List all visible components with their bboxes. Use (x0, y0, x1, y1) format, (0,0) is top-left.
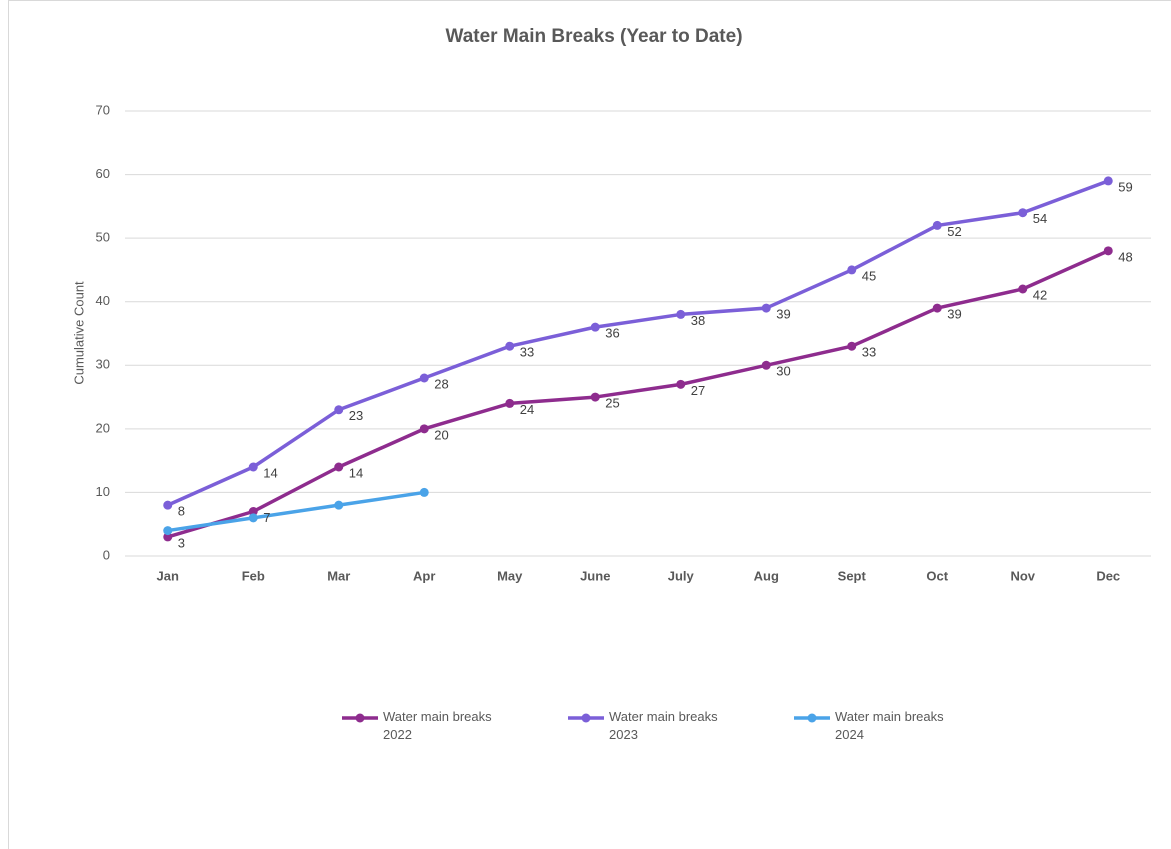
x-tick-label: May (497, 568, 523, 583)
point-marker (505, 398, 515, 408)
data-label: 24 (520, 402, 534, 417)
x-tick-label: Oct (926, 568, 948, 583)
y-tick-label: 20 (96, 420, 110, 435)
point-marker (163, 532, 173, 542)
legend-label: Water main breaks 2023 (609, 709, 718, 742)
y-tick-label: 30 (96, 357, 110, 372)
point-marker (676, 309, 686, 319)
y-tick-label: 10 (96, 484, 110, 499)
point-marker (419, 424, 429, 434)
legend-item: Water main breaks 2023 (566, 709, 739, 744)
series-line (167, 179, 1109, 507)
data-label: 39 (776, 307, 790, 322)
data-label: 7 (263, 510, 270, 525)
data-label: 14 (263, 465, 277, 480)
data-label: 8 (178, 504, 185, 519)
data-label: 52 (947, 224, 961, 239)
chart-border (8, 0, 1171, 849)
data-label: 30 (776, 364, 790, 379)
point-marker (1018, 208, 1028, 218)
legend-item: Water main breaks 2024 (792, 709, 965, 744)
x-tick-label: Aug (754, 568, 779, 583)
data-label: 20 (434, 427, 448, 442)
y-tick-label: 70 (96, 102, 110, 117)
point-marker (1103, 246, 1113, 256)
point-marker (334, 405, 344, 415)
data-label: 14 (349, 465, 363, 480)
chart-title: Water Main Breaks (Year to Date) (445, 26, 742, 47)
point-marker (676, 379, 686, 389)
y-tick-label: 50 (96, 230, 110, 245)
x-tick-label: June (580, 568, 610, 583)
y-tick-label: 60 (96, 166, 110, 181)
x-tick-label: Sept (838, 568, 867, 583)
point-marker (1103, 176, 1113, 186)
legend-marker (807, 713, 817, 723)
point-marker (334, 500, 344, 510)
point-marker (248, 507, 258, 516)
point-marker (847, 265, 857, 275)
point-marker (248, 462, 258, 472)
point-marker (1018, 284, 1028, 294)
legend-marker (581, 713, 591, 723)
x-tick-label: Apr (413, 568, 435, 583)
x-tick-label: Nov (1010, 568, 1035, 583)
data-label: 59 (1118, 179, 1132, 194)
point-marker (419, 487, 429, 497)
point-marker (932, 303, 942, 313)
legend-marker (355, 713, 365, 723)
point-marker (334, 462, 344, 472)
legend-label: Water main breaks 2024 (835, 709, 944, 742)
data-label: 42 (1033, 287, 1047, 302)
point-marker (163, 500, 173, 510)
y-tick-label: 40 (96, 293, 110, 308)
y-axis-label: Cumulative Count (71, 281, 86, 385)
x-tick-label: Feb (242, 568, 265, 583)
legend-item: Water main breaks 2022 (340, 709, 513, 744)
point-marker (932, 220, 942, 230)
data-label: 25 (605, 396, 619, 411)
legend-swatch (342, 713, 378, 723)
data-label: 39 (947, 307, 961, 322)
x-tick-label: Jan (157, 568, 179, 583)
data-label: 33 (520, 345, 534, 360)
series-line (167, 490, 425, 533)
data-label: 3 (178, 535, 185, 550)
point-marker (163, 526, 173, 536)
x-tick-label: Dec (1096, 568, 1120, 583)
data-label: 48 (1118, 249, 1132, 264)
point-marker (505, 341, 515, 351)
point-marker (248, 513, 258, 523)
data-label: 33 (862, 345, 876, 360)
data-label: 23 (349, 408, 363, 423)
data-label: 38 (691, 313, 705, 328)
point-marker (419, 373, 429, 383)
series-line (167, 249, 1109, 539)
data-label: 45 (862, 268, 876, 283)
point-marker (761, 360, 771, 370)
data-label: 36 (605, 326, 619, 341)
data-label: 28 (434, 376, 448, 391)
point-marker (761, 303, 771, 313)
legend-swatch (568, 713, 604, 723)
point-marker (590, 392, 600, 402)
legend-swatch (794, 713, 830, 723)
x-tick-label: Mar (327, 568, 350, 583)
data-label: 27 (691, 383, 705, 398)
legend-label: Water main breaks 2022 (383, 709, 492, 742)
data-label: 54 (1033, 211, 1047, 226)
x-tick-label: July (668, 568, 695, 583)
point-marker (847, 341, 857, 351)
point-marker (590, 322, 600, 332)
y-tick-label: 0 (103, 547, 110, 562)
